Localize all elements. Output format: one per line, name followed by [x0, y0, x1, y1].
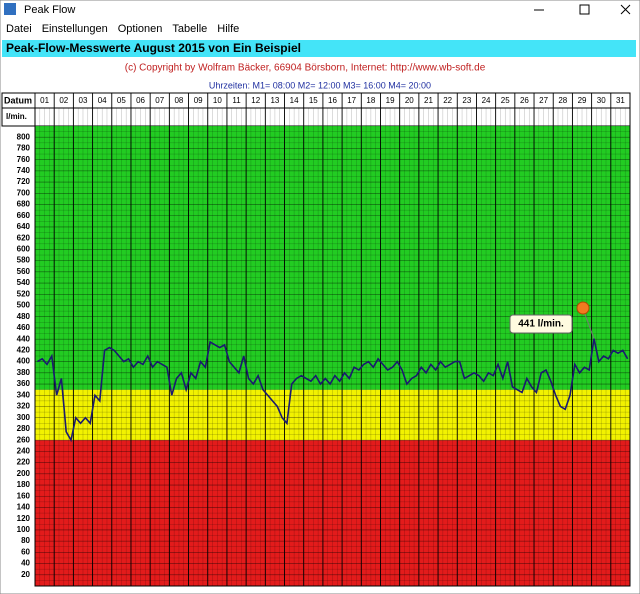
zone — [35, 126, 630, 390]
x-tick-label: 15 — [309, 96, 318, 105]
copyright: (c) Copyright by Wolfram Bäcker, 66904 B… — [125, 63, 486, 74]
x-tick-label: 17 — [347, 96, 356, 105]
app-icon — [4, 3, 16, 15]
header-title: Peak-Flow-Messwerte August 2015 von Ein … — [6, 41, 301, 55]
y-tick-label: 260 — [17, 435, 31, 444]
y-tick-label: 440 — [17, 334, 31, 343]
y-tick-label: 280 — [17, 424, 31, 433]
y-tick-label: 480 — [17, 312, 31, 321]
y-tick-label: 580 — [17, 256, 31, 265]
y-tick-label: 200 — [17, 469, 31, 478]
x-axis-label: Datum — [4, 95, 32, 105]
y-tick-label: 100 — [17, 525, 31, 534]
y-tick-label: 160 — [17, 491, 31, 500]
y-tick-label: 20 — [21, 570, 30, 579]
x-tick-label: 22 — [443, 96, 452, 105]
y-tick-label: 360 — [17, 379, 31, 388]
y-tick-label: 500 — [17, 301, 31, 310]
x-tick-label: 26 — [520, 96, 529, 105]
annotation-box — [509, 314, 573, 334]
y-tick-label: 760 — [17, 155, 31, 164]
y-tick-label: 600 — [17, 245, 31, 254]
x-tick-label: 14 — [290, 96, 299, 105]
y-tick-label: 340 — [17, 390, 31, 399]
x-tick-label: 18 — [366, 96, 375, 105]
y-tick-label: 80 — [21, 536, 30, 545]
y-tick-label: 780 — [17, 144, 31, 153]
maximize[interactable] — [579, 4, 590, 15]
window-title: Peak Flow — [24, 4, 75, 16]
y-tick-label: 540 — [17, 278, 31, 287]
x-tick-label: 10 — [213, 96, 222, 105]
y-tick-label: 60 — [21, 547, 30, 556]
x-tick-label: 05 — [117, 96, 126, 105]
y-tick-label: 660 — [17, 211, 31, 220]
x-tick-label: 07 — [155, 96, 164, 105]
menu-item[interactable]: Datei — [6, 23, 32, 35]
x-tick-label: 04 — [98, 96, 107, 105]
x-tick-label: 29 — [578, 96, 587, 105]
x-tick-label: 25 — [501, 96, 510, 105]
y-tick-label: 520 — [17, 289, 31, 298]
x-tick-label: 09 — [194, 96, 203, 105]
menu-item[interactable]: Hilfe — [217, 23, 239, 35]
zone — [35, 440, 630, 586]
plot-border — [34, 107, 631, 587]
y-tick-label: 420 — [17, 345, 31, 354]
y-tick-label: 720 — [17, 177, 31, 186]
zone — [35, 389, 630, 441]
x-tick-label: 20 — [405, 96, 414, 105]
y-tick-label: 180 — [17, 480, 31, 489]
x-tick-label: 27 — [539, 96, 548, 105]
close[interactable] — [620, 4, 631, 15]
y-tick-label: 700 — [17, 188, 31, 197]
menu-item[interactable]: Einstellungen — [42, 23, 108, 35]
header-bar — [2, 40, 636, 57]
y-tick-label: 240 — [17, 446, 31, 455]
x-tick-label: 08 — [174, 96, 183, 105]
y-tick-label: 300 — [17, 413, 31, 422]
y-tick-label: 40 — [21, 559, 30, 568]
y-tick-label: 400 — [17, 357, 31, 366]
y-axis-label: l/min. — [6, 112, 27, 121]
series-line — [36, 338, 629, 443]
y-tick-label: 560 — [17, 267, 31, 276]
y-tick-label: 680 — [17, 200, 31, 209]
annotation: 441 l/min. — [518, 319, 564, 330]
y-tick-label: 120 — [17, 514, 31, 523]
x-tick-label: 31 — [616, 96, 625, 105]
x-tick-label: 19 — [386, 96, 395, 105]
x-tick-label: 16 — [328, 96, 337, 105]
y-tick-label: 140 — [17, 503, 31, 512]
x-tick-label: 13 — [270, 96, 279, 105]
y-tick-label: 380 — [17, 368, 31, 377]
x-tick-label: 01 — [40, 96, 49, 105]
x-tick-label: 03 — [79, 96, 88, 105]
y-tick-label: 620 — [17, 233, 31, 242]
y-tick-label: 800 — [17, 132, 31, 141]
times: Uhrzeiten: M1= 08:00 M2= 12:00 M3= 16:00… — [209, 80, 431, 90]
y-tick-label: 460 — [17, 323, 31, 332]
x-tick-label: 24 — [482, 96, 491, 105]
menu-item[interactable]: Tabelle — [172, 23, 207, 35]
x-tick-label: 28 — [558, 96, 567, 105]
x-tick-label: 11 — [232, 96, 241, 105]
x-tick-label: 02 — [59, 96, 68, 105]
y-tick-label: 740 — [17, 166, 31, 175]
y-tick-label: 220 — [17, 458, 31, 467]
x-tick-label: 12 — [251, 96, 260, 105]
y-tick-label: 320 — [17, 402, 31, 411]
x-tick-label: 30 — [597, 96, 606, 105]
x-tick-label: 06 — [136, 96, 145, 105]
y-tick-label: 640 — [17, 222, 31, 231]
menu-item[interactable]: Optionen — [118, 23, 163, 35]
x-tick-label: 21 — [424, 96, 433, 105]
x-tick-label: 23 — [462, 96, 471, 105]
pin — [576, 301, 590, 315]
